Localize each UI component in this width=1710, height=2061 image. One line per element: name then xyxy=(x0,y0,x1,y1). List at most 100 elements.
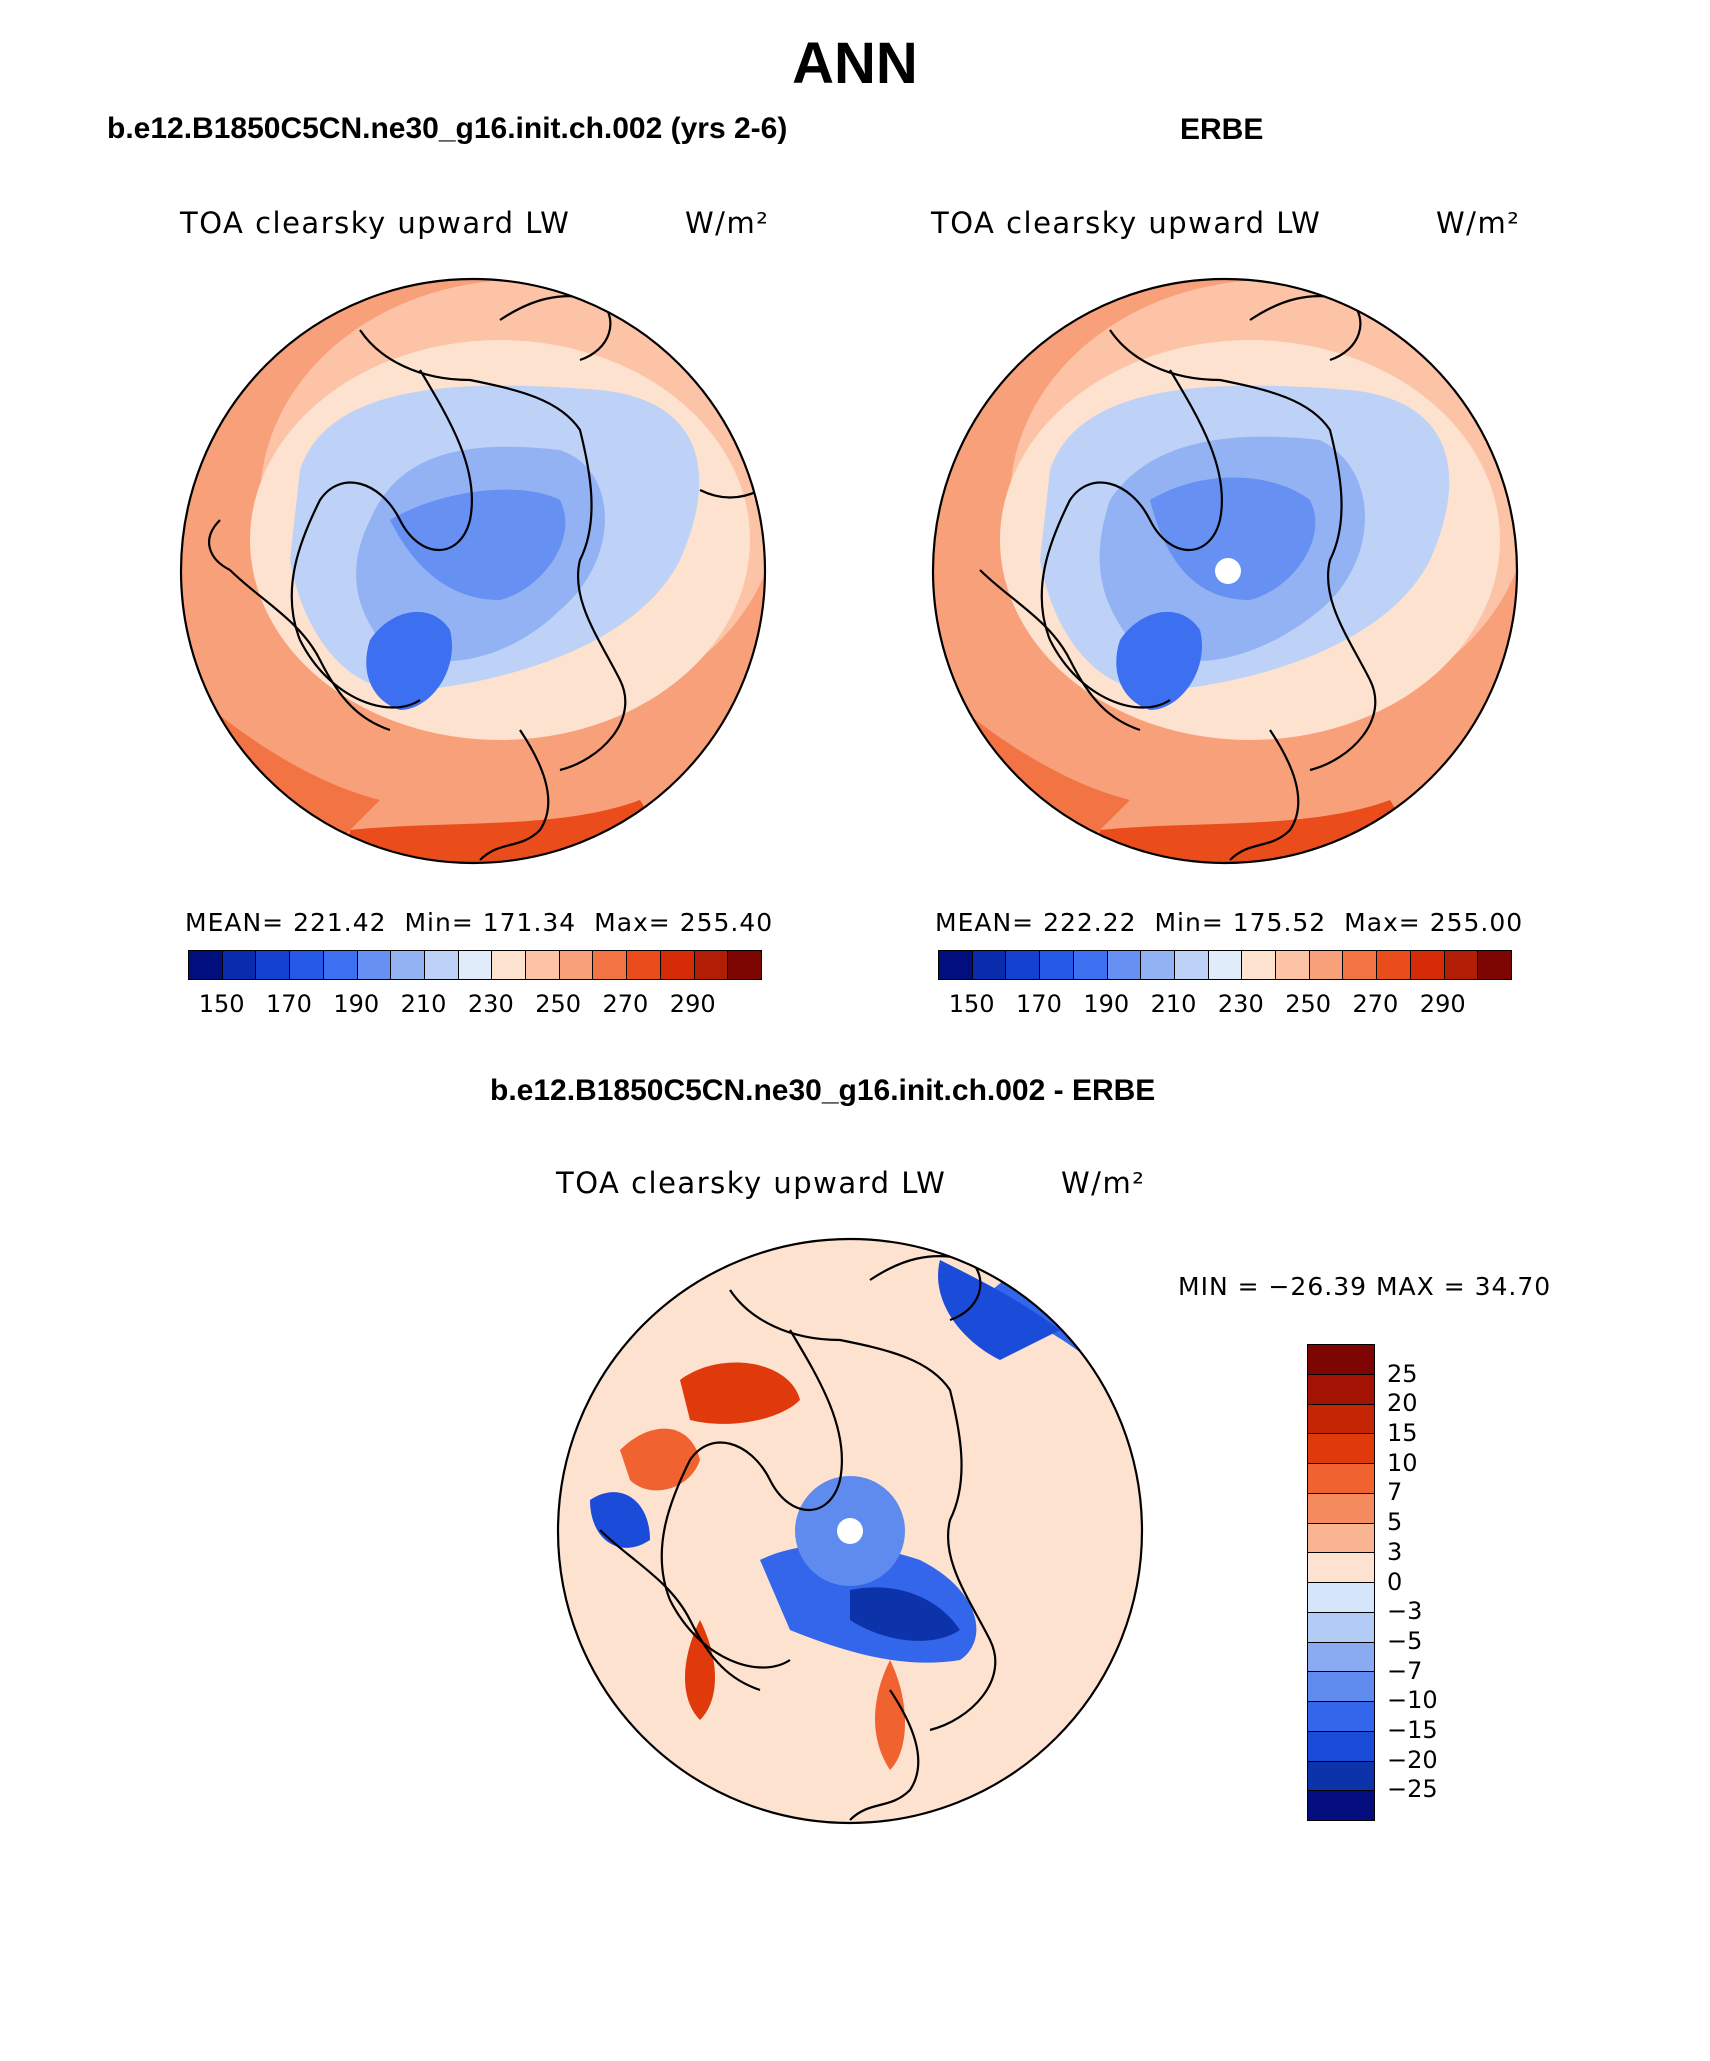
obs-colorbar-swatch xyxy=(1377,951,1411,979)
model-colorbar-swatch xyxy=(559,951,594,979)
model-colorbar-swatch xyxy=(627,951,661,979)
model-colorbar-swatch xyxy=(189,951,223,979)
diff-colorbar xyxy=(1307,1344,1375,1821)
model-colorbar-swatch xyxy=(492,951,527,979)
obs-colorbar-tick-label: 150 xyxy=(948,990,995,1018)
model-polar-map xyxy=(181,279,765,863)
diff-colorbar-swatch xyxy=(1308,1493,1374,1524)
model-colorbar-swatch xyxy=(256,951,291,979)
model-colorbar-swatch xyxy=(290,951,324,979)
obs-polar-map xyxy=(933,279,1517,863)
diff-colorbar-swatch xyxy=(1308,1374,1374,1405)
diff-colorbar-tick-label: 5 xyxy=(1387,1508,1403,1537)
diff-colorbar-swatch xyxy=(1308,1761,1374,1792)
diff-minmax: MIN = −26.39 MAX = 34.70 xyxy=(1178,1272,1552,1301)
obs-units-label: W/m² xyxy=(1436,206,1521,240)
model-variable-label: TOA clearsky upward LW xyxy=(180,206,571,240)
obs-colorbar-tick-label: 250 xyxy=(1285,990,1332,1018)
model-mean-value: 221.42 xyxy=(293,908,387,937)
model-units-label: W/m² xyxy=(685,206,770,240)
model-colorbar-tick-label: 230 xyxy=(467,990,514,1018)
model-mean-label: MEAN= xyxy=(185,908,285,937)
obs-colorbar-swatch xyxy=(1242,951,1277,979)
obs-colorbar-tick-label: 210 xyxy=(1150,990,1197,1018)
obs-max-label: Max= xyxy=(1344,908,1421,937)
obs-colorbar-swatch xyxy=(1343,951,1378,979)
model-colorbar-swatch xyxy=(593,951,628,979)
obs-colorbar-tick-label: 290 xyxy=(1419,990,1466,1018)
diff-colorbar-swatch xyxy=(1308,1702,1374,1732)
diff-colorbar-swatch xyxy=(1308,1731,1374,1762)
diff-colorbar-tick-label: 3 xyxy=(1387,1537,1403,1566)
model-colorbar-swatch xyxy=(728,951,761,979)
obs-mean-label: MEAN= xyxy=(935,908,1035,937)
obs-colorbar-swatch xyxy=(1410,951,1445,979)
obs-colorbar-swatch xyxy=(1006,951,1041,979)
diff-colorbar-tick-label: 20 xyxy=(1387,1389,1418,1418)
diff-polar-map xyxy=(558,1239,1142,1823)
diff-colorbar-swatch xyxy=(1308,1553,1374,1583)
model-max-value: 255.40 xyxy=(679,908,774,937)
diff-colorbar-swatch xyxy=(1308,1404,1374,1435)
diff-colorbar-swatch xyxy=(1308,1612,1374,1643)
obs-colorbar-swatch xyxy=(1141,951,1175,979)
diff-colorbar-swatch xyxy=(1308,1672,1374,1702)
diff-colorbar-ticks: 25 20 15 10 7 5 3 0 −3 −5 −7 −10 −15 −20 −25 xyxy=(1387,1344,1487,1819)
obs-stats: MEAN= 222.22 Min= 175.52 Max= 255.00 xyxy=(935,908,1523,937)
diff-colorbar-tick-label: 10 xyxy=(1387,1448,1418,1477)
diff-colorbar-swatch xyxy=(1308,1434,1374,1464)
diff-colorbar-swatch xyxy=(1308,1523,1374,1554)
obs-colorbar-swatch xyxy=(1174,951,1209,979)
diff-colorbar-swatch xyxy=(1308,1464,1374,1494)
model-colorbar xyxy=(188,950,762,980)
model-min-label: Min= xyxy=(404,908,474,937)
obs-min-label: Min= xyxy=(1154,908,1224,937)
obs-colorbar-swatch xyxy=(1309,951,1344,979)
model-colorbar-tick-label: 250 xyxy=(535,990,582,1018)
model-max-label: Max= xyxy=(594,908,671,937)
model-colorbar-swatch xyxy=(526,951,560,979)
obs-max-value: 255.00 xyxy=(1429,908,1524,937)
model-colorbar-swatch xyxy=(391,951,425,979)
model-colorbar-tick-label: 150 xyxy=(198,990,245,1018)
model-colorbar-swatch xyxy=(694,951,729,979)
obs-colorbar-tick-label: 170 xyxy=(1016,990,1062,1018)
obs-colorbar-swatch xyxy=(1107,951,1142,979)
model-colorbar-tick-label: 170 xyxy=(266,990,312,1018)
obs-panel-title: ERBE xyxy=(1180,113,1264,146)
diff-colorbar-tick-label: −20 xyxy=(1387,1745,1438,1774)
obs-colorbar-swatch xyxy=(1478,951,1511,979)
diff-colorbar-tick-label: −5 xyxy=(1387,1626,1423,1655)
model-colorbar-tick-label: 190 xyxy=(333,990,380,1018)
diff-variable-label: TOA clearsky upward LW xyxy=(556,1166,947,1200)
obs-min-value: 175.52 xyxy=(1232,908,1327,937)
obs-colorbar-tick-label: 230 xyxy=(1217,990,1264,1018)
model-colorbar-ticks: 150 170 190 210 230 250 270 290 xyxy=(188,990,760,1020)
model-colorbar-swatch xyxy=(222,951,257,979)
diff-colorbar-swatch xyxy=(1308,1583,1374,1613)
diff-colorbar-swatch xyxy=(1308,1642,1374,1673)
diff-colorbar-tick-label: 0 xyxy=(1387,1567,1403,1596)
obs-colorbar-swatch xyxy=(1073,951,1108,979)
diff-units-label: W/m² xyxy=(1061,1166,1146,1200)
obs-colorbar-swatch xyxy=(1040,951,1074,979)
model-colorbar-swatch xyxy=(357,951,392,979)
diff-colorbar-tick-label: −15 xyxy=(1387,1715,1438,1744)
diff-colorbar-tick-label: 7 xyxy=(1387,1478,1403,1507)
diff-colorbar-tick-label: 15 xyxy=(1387,1419,1418,1448)
model-colorbar-swatch xyxy=(458,951,493,979)
obs-colorbar-ticks: 150 170 190 210 230 250 270 290 xyxy=(938,990,1510,1020)
obs-colorbar-swatch xyxy=(1444,951,1479,979)
obs-colorbar-tick-label: 270 xyxy=(1352,990,1399,1018)
obs-colorbar-swatch xyxy=(1208,951,1243,979)
model-colorbar-swatch xyxy=(660,951,695,979)
obs-colorbar-swatch xyxy=(1276,951,1310,979)
diff-colorbar-tick-label: −25 xyxy=(1387,1775,1438,1804)
diff-colorbar-swatch xyxy=(1308,1345,1374,1375)
diff-colorbar-tick-label: −7 xyxy=(1387,1656,1423,1685)
obs-variable-label: TOA clearsky upward LW xyxy=(931,206,1322,240)
diff-colorbar-tick-label: −10 xyxy=(1387,1686,1438,1715)
model-stats: MEAN= 221.42 Min= 171.34 Max= 255.40 xyxy=(185,908,773,937)
obs-colorbar-swatch xyxy=(972,951,1007,979)
